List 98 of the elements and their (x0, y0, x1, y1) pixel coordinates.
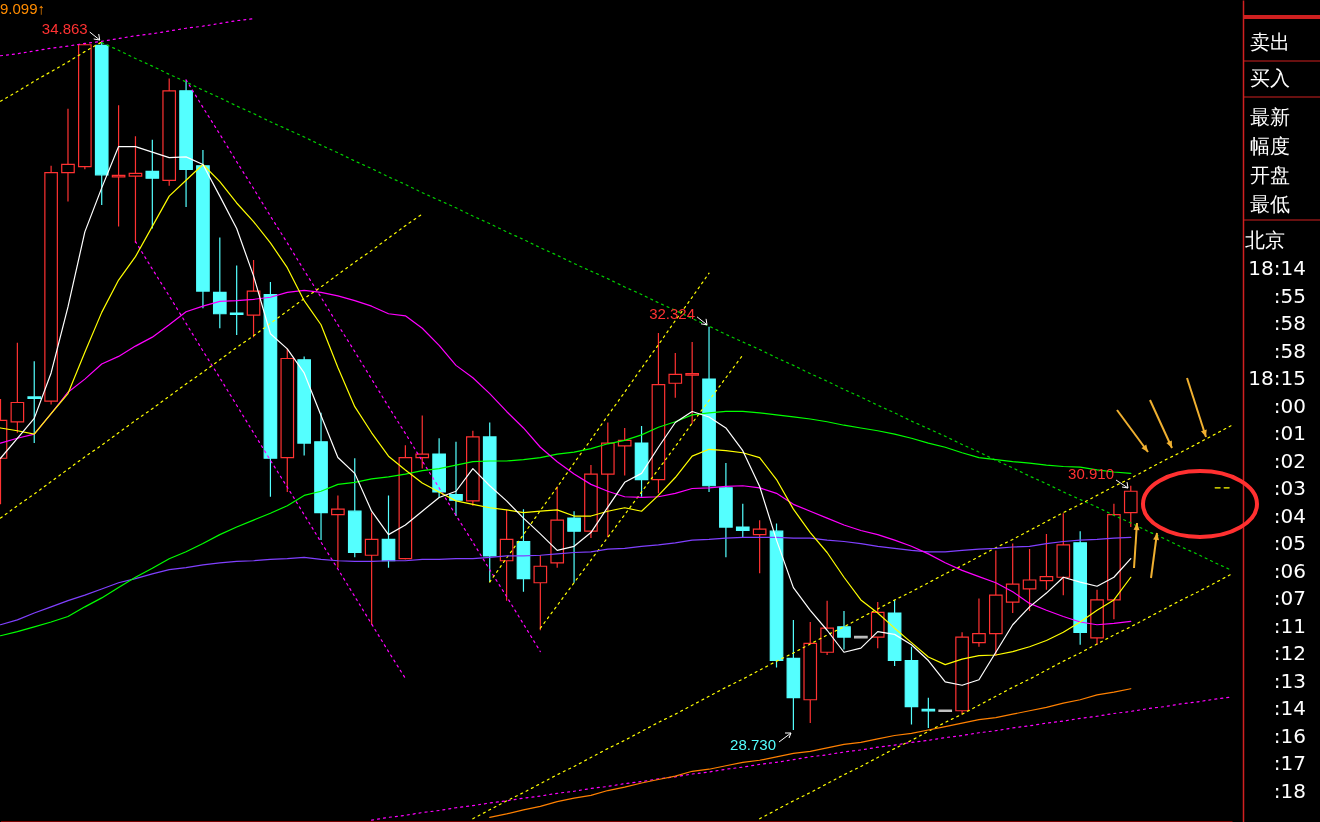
text: 卖出 (1250, 30, 1290, 54)
candlestick (314, 412, 328, 541)
candlestick (600, 421, 615, 538)
candlestick (769, 523, 784, 668)
text: :11 (1273, 613, 1306, 638)
text: :18 (1273, 778, 1306, 803)
text: :01 (1273, 421, 1306, 445)
candlestick (1005, 542, 1020, 614)
candlestick (685, 341, 700, 425)
text: 28.730 (730, 736, 776, 753)
candlestick (280, 348, 295, 493)
candlestick (432, 437, 446, 499)
text: :14 (1273, 696, 1306, 720)
text: :55 (1273, 283, 1306, 308)
candlestick (246, 259, 261, 338)
text: :03 (1273, 476, 1306, 500)
candlestick (78, 42, 92, 170)
candlestick (567, 510, 581, 584)
candlestick (94, 41, 109, 206)
candlestick (938, 709, 953, 713)
candlestick (854, 635, 868, 639)
candlestick (27, 360, 42, 444)
candlestick (533, 554, 548, 631)
candlestick (786, 619, 801, 731)
text: :17 (1273, 751, 1306, 775)
candlestick (229, 265, 244, 336)
text: :13 (1273, 668, 1306, 693)
candlestick (331, 494, 345, 569)
text: :00 (1273, 393, 1306, 418)
candlestick (449, 441, 463, 517)
candlestick (550, 485, 565, 569)
candlestick (44, 165, 58, 406)
candlestick (651, 332, 666, 494)
candlestick (584, 464, 598, 539)
annotation: 32.324 (649, 304, 696, 322)
candlestick (263, 281, 278, 498)
text: 开盘 (1250, 163, 1290, 187)
candlestick (972, 597, 986, 648)
annotation: 34.863 (41, 20, 88, 37)
candlestick (1123, 485, 1138, 528)
candlestick (398, 444, 413, 560)
text: 北京 (1245, 228, 1285, 252)
candlestick (1073, 530, 1088, 646)
text: :02 (1273, 448, 1306, 473)
candlestick (1090, 589, 1104, 646)
candlestick (10, 342, 25, 434)
text: :16 (1273, 723, 1306, 748)
candlestick (499, 509, 514, 602)
text: :04 (1273, 503, 1306, 528)
candlestick (482, 421, 497, 583)
candlestick (179, 79, 193, 208)
candlestick (347, 457, 362, 558)
annotation: 30.910 (1068, 465, 1114, 482)
candlestick (364, 511, 379, 626)
candlestick (820, 600, 834, 656)
text: :58 (1273, 338, 1306, 363)
candlestick (617, 427, 632, 477)
candlestick (634, 425, 649, 498)
candlestick (516, 508, 531, 593)
candlestick (1107, 503, 1121, 620)
text: :12 (1273, 641, 1306, 665)
text: 18:15 (1248, 366, 1306, 390)
candlestick (870, 601, 885, 649)
candlestick (61, 108, 75, 203)
candlestick (735, 503, 750, 538)
candlestick (466, 430, 480, 507)
candlestick (921, 697, 936, 729)
text: 18:14 (1248, 256, 1306, 280)
candlestick (955, 631, 969, 715)
candlestick (803, 621, 818, 724)
candlestick (752, 519, 767, 574)
text: 最新 (1250, 105, 1290, 129)
candlestick (668, 352, 683, 399)
candlestick (212, 236, 227, 329)
candlestick (1039, 533, 1054, 591)
text: 幅度 (1250, 134, 1290, 158)
text: :05 (1273, 531, 1306, 555)
text: :06 (1273, 558, 1306, 583)
text: 买入 (1250, 66, 1290, 90)
candlestick (145, 139, 160, 230)
candlestick (702, 326, 716, 493)
candlestick (415, 414, 430, 470)
candlestick (1022, 548, 1037, 612)
text: :58 (1273, 311, 1306, 335)
candlestick (111, 104, 126, 227)
candlestick (837, 610, 851, 651)
candlestick (904, 646, 919, 726)
candlestick (719, 462, 733, 558)
text: 9.099↑ (0, 0, 46, 17)
candlestick (381, 494, 396, 569)
candlestick (162, 77, 177, 187)
candlestick (1056, 512, 1071, 596)
candlestick (297, 355, 311, 457)
text: :07 (1273, 586, 1306, 610)
candlestick (887, 599, 902, 667)
text: 最低 (1250, 192, 1290, 216)
candlestick (196, 149, 210, 309)
candlestick (128, 135, 143, 244)
